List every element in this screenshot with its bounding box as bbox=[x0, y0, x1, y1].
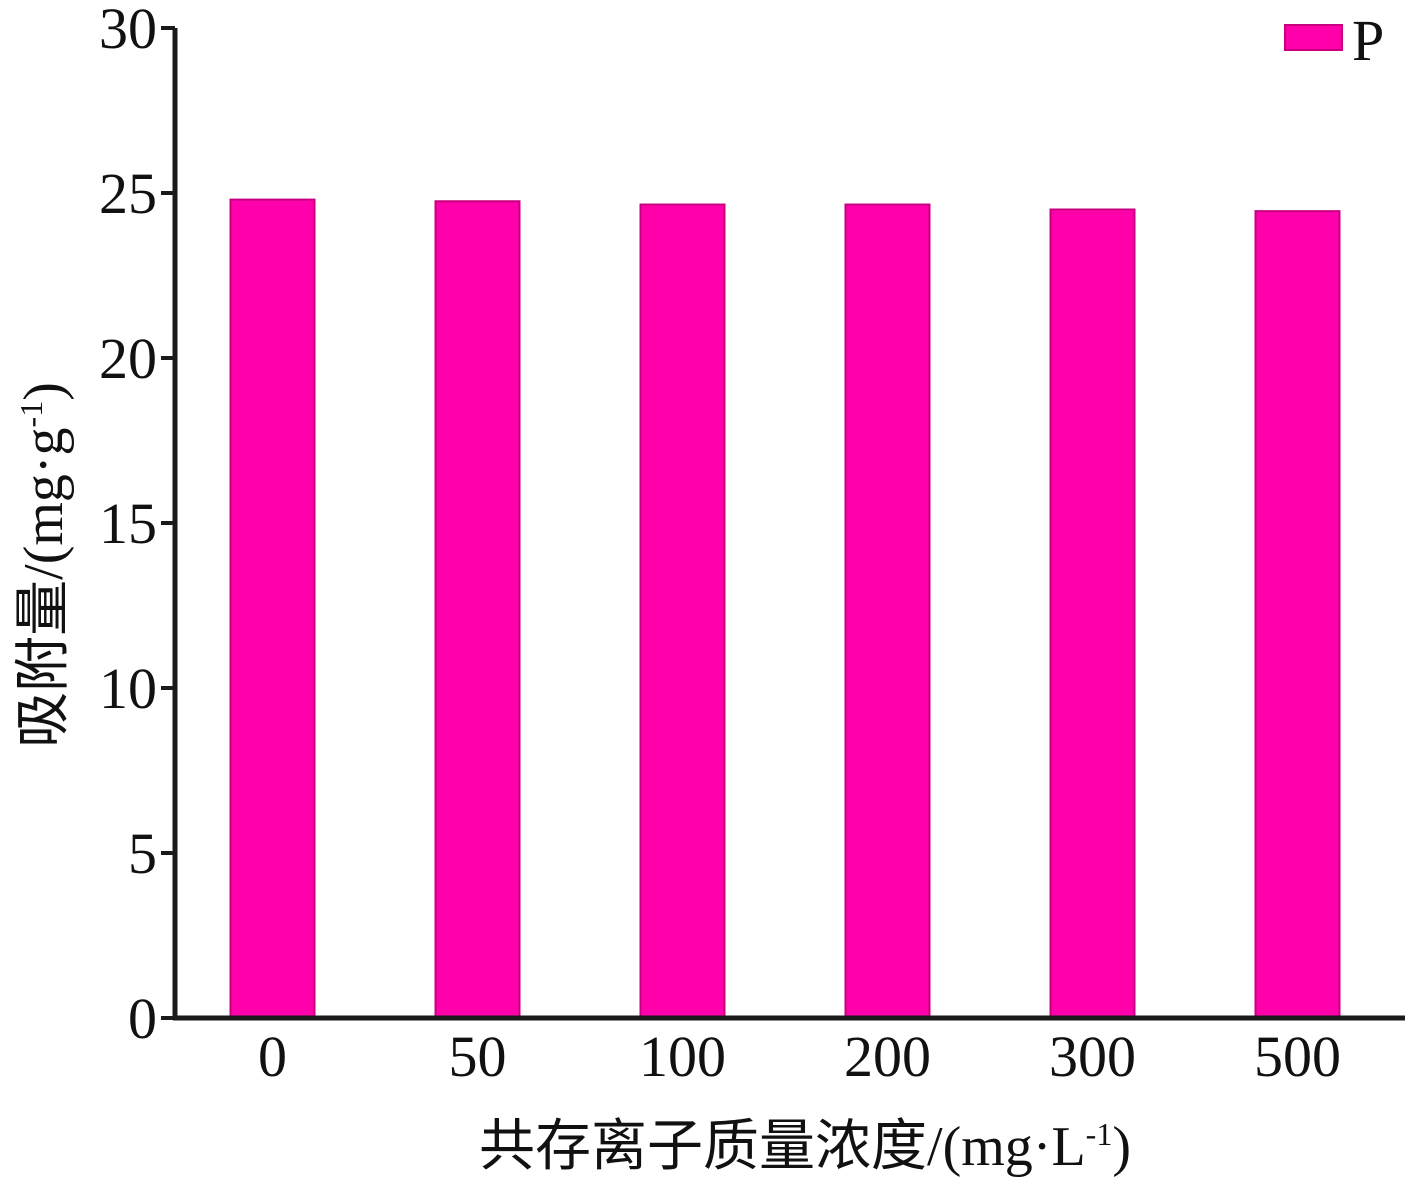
x-axis-title-main: 共存离子质量浓度/(mg·L bbox=[479, 1116, 1086, 1178]
x-tick-label: 100 bbox=[639, 1024, 726, 1089]
y-tick-label: 10 bbox=[99, 656, 157, 721]
legend-swatch-p bbox=[1284, 24, 1343, 51]
y-tick-label: 30 bbox=[99, 0, 157, 61]
y-tick-label: 15 bbox=[99, 491, 157, 556]
legend-label-p: P bbox=[1352, 8, 1384, 73]
y-axis-title-sup: -1 bbox=[13, 401, 49, 428]
y-axis-title-close: ) bbox=[13, 382, 75, 401]
y-axis-title-main: 吸附量/(mg·g bbox=[13, 427, 75, 747]
y-tick-label: 25 bbox=[99, 161, 157, 226]
bar-100 bbox=[639, 203, 726, 1020]
bar-50 bbox=[434, 200, 521, 1019]
bar-300 bbox=[1049, 208, 1136, 1019]
x-ticks-group: 0 50 100 200 300 500 bbox=[258, 1024, 1341, 1089]
x-axis-title-sup: -1 bbox=[1086, 1116, 1113, 1152]
x-tick-label: 0 bbox=[258, 1024, 287, 1089]
bar-0 bbox=[229, 198, 316, 1020]
y-axis-title: 吸附量/(mg·g-1) bbox=[13, 382, 75, 748]
x-tick-label: 50 bbox=[449, 1024, 507, 1089]
bar-500 bbox=[1254, 210, 1341, 1019]
axes-group bbox=[172, 28, 1405, 1021]
x-axis-title: 共存离子质量浓度/(mg·L-1) bbox=[479, 1116, 1131, 1178]
legend: P bbox=[1284, 8, 1384, 73]
bar-200 bbox=[844, 203, 931, 1020]
x-tick-label: 500 bbox=[1254, 1024, 1341, 1089]
x-axis-title-close: ) bbox=[1112, 1116, 1131, 1178]
y-ticks-group: 0 5 10 15 20 25 30 bbox=[99, 0, 175, 1051]
bars-group bbox=[229, 198, 1341, 1020]
y-tick-label: 20 bbox=[99, 326, 157, 391]
y-tick-label: 5 bbox=[128, 821, 157, 886]
x-tick-label: 200 bbox=[844, 1024, 931, 1089]
x-tick-label: 300 bbox=[1049, 1024, 1136, 1089]
y-tick-label: 0 bbox=[128, 986, 157, 1051]
